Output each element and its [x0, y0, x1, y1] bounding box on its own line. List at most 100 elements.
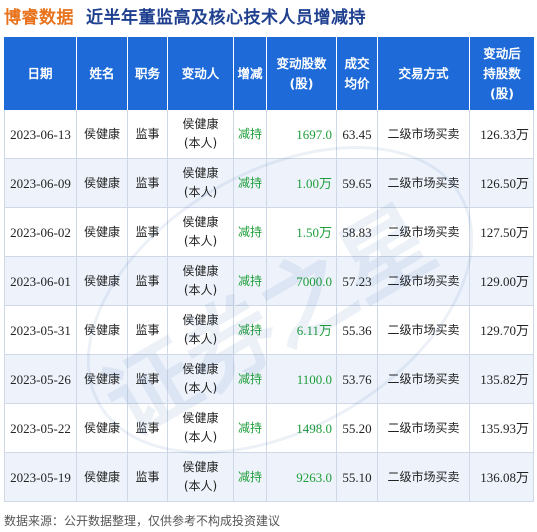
changer-line: (本人) [183, 479, 218, 493]
table-row: 2023-05-31 侯健康 监事 侯健康 (本人) 减持 6.11万 55.36 二级市场买卖… [4, 306, 534, 355]
holdings-change-table: 日期 姓名 职务 变动人 增减 变动股数 (股) 成交均价 交易方式 变动后持股数 (股) 2023… [4, 37, 534, 502]
cell-position: 监事 [128, 208, 168, 257]
cell-price: 63.45 [337, 110, 378, 159]
cell-position: 监事 [128, 306, 168, 355]
column-header-line: (股) [490, 85, 514, 101]
cell-after: 135.93万 [470, 404, 534, 453]
column-header-line: 成交 [344, 55, 370, 71]
cell-changer: 侯健康 (本人) [168, 355, 234, 404]
changer-line: (本人) [183, 283, 218, 297]
cell-shares: 9263.0 [267, 453, 337, 502]
table-row: 2023-05-26 侯健康 监事 侯健康 (本人) 减持 1100.0 53.76 二级市场买… [4, 355, 534, 404]
column-header-changer: 变动人 [168, 37, 234, 110]
column-header-line: 增减 [237, 65, 263, 81]
changer-line: 侯健康 [182, 117, 219, 131]
cell-position: 监事 [128, 404, 168, 453]
cell-name: 侯健康 [77, 306, 128, 355]
cell-shares: 1.00万 [267, 159, 337, 208]
cell-name: 侯健康 [77, 208, 128, 257]
column-header-line: 变动后 [483, 45, 521, 61]
cell-position: 监事 [128, 159, 168, 208]
changer-line: 侯健康 [182, 411, 219, 425]
cell-changer: 侯健康 (本人) [168, 159, 234, 208]
column-header-after: 变动后持股数 (股) [470, 37, 534, 110]
changer-line: (本人) [183, 332, 218, 346]
cell-after: 129.00万 [470, 257, 534, 306]
cell-name: 侯健康 [77, 355, 128, 404]
changer-line: 侯健康 [182, 362, 219, 376]
changer-line: (本人) [183, 136, 218, 150]
cell-changer: 侯健康 (本人) [168, 257, 234, 306]
cell-method: 二级市场买卖 [378, 404, 470, 453]
changer-line: (本人) [183, 430, 218, 444]
cell-date: 2023-05-19 [4, 453, 77, 502]
cell-name: 侯健康 [77, 453, 128, 502]
cell-direction: 减持 [234, 208, 267, 257]
cell-after: 129.70万 [470, 306, 534, 355]
cell-changer: 侯健康 (本人) [168, 306, 234, 355]
cell-shares: 1498.0 [267, 404, 337, 453]
cell-date: 2023-06-02 [4, 208, 77, 257]
cell-shares: 1100.0 [267, 355, 337, 404]
column-header-line: 均价 [344, 75, 370, 91]
brand-name: 博睿数据 [4, 7, 74, 28]
table-row: 2023-05-22 侯健康 监事 侯健康 (本人) 减持 1498.0 55.20 二级市场买… [4, 404, 534, 453]
cell-direction: 减持 [234, 355, 267, 404]
changer-line: (本人) [183, 234, 218, 248]
cell-after: 136.08万 [470, 453, 534, 502]
cell-direction: 减持 [234, 453, 267, 502]
cell-direction: 减持 [234, 159, 267, 208]
holdings-table-container: 日期 姓名 职务 变动人 增减 变动股数 (股) 成交均价 交易方式 变动后持股数 (股) 2023… [4, 37, 534, 503]
column-header-date: 日期 [4, 37, 77, 110]
cell-direction: 减持 [234, 257, 267, 306]
cell-date: 2023-05-22 [4, 404, 77, 453]
cell-direction: 减持 [234, 306, 267, 355]
column-header-line: 持股数 [483, 65, 521, 81]
cell-method: 二级市场买卖 [378, 355, 470, 404]
column-header-line: 日期 [27, 65, 53, 81]
table-row: 2023-06-13 侯健康 监事 侯健康 (本人) 减持 1697.0 63.45 二级市场买… [4, 110, 534, 159]
column-header-line: 职务 [134, 65, 160, 81]
column-header-line: (股) [289, 75, 314, 91]
cell-method: 二级市场买卖 [378, 453, 470, 502]
table-row: 2023-05-19 侯健康 监事 侯健康 (本人) 减持 9263.0 55.10 二级市场买… [4, 453, 534, 502]
table-row: 2023-06-09 侯健康 监事 侯健康 (本人) 减持 1.00万 59.65 二级市场买卖… [4, 159, 534, 208]
table-row: 2023-06-02 侯健康 监事 侯健康 (本人) 减持 1.50万 58.83 二级市场买卖… [4, 208, 534, 257]
cell-method: 二级市场买卖 [378, 208, 470, 257]
cell-name: 侯健康 [77, 404, 128, 453]
cell-method: 二级市场买卖 [378, 257, 470, 306]
changer-line: 侯健康 [182, 264, 219, 278]
changer-line: 侯健康 [182, 460, 219, 474]
cell-date: 2023-06-09 [4, 159, 77, 208]
table-header-row: 日期 姓名 职务 变动人 增减 变动股数 (股) 成交均价 交易方式 变动后持股数 (股) [4, 37, 534, 110]
page-title: 近半年董监高及核心技术人员增减持 [86, 7, 366, 28]
column-header-name: 姓名 [77, 37, 128, 110]
cell-name: 侯健康 [77, 110, 128, 159]
cell-shares: 6.11万 [267, 306, 337, 355]
column-header-line: 变动股数 [276, 55, 327, 71]
cell-method: 二级市场买卖 [378, 159, 470, 208]
cell-price: 55.36 [337, 306, 378, 355]
cell-price: 53.76 [337, 355, 378, 404]
column-header-price: 成交 均价 [337, 37, 378, 110]
cell-after: 126.50万 [470, 159, 534, 208]
cell-after: 135.82万 [470, 355, 534, 404]
cell-changer: 侯健康 (本人) [168, 208, 234, 257]
cell-price: 59.65 [337, 159, 378, 208]
cell-after: 127.50万 [470, 208, 534, 257]
column-header-line: 姓名 [89, 65, 115, 81]
column-header-line: 交易方式 [398, 65, 449, 81]
changer-line: 侯健康 [182, 215, 219, 229]
cell-name: 侯健康 [77, 257, 128, 306]
cell-price: 58.83 [337, 208, 378, 257]
cell-position: 监事 [128, 453, 168, 502]
cell-shares: 1697.0 [267, 110, 337, 159]
table-row: 2023-06-01 侯健康 监事 侯健康 (本人) 减持 7000.0 57.23 二级市场买… [4, 257, 534, 306]
column-header-position: 职务 [128, 37, 168, 110]
cell-shares: 1.50万 [267, 208, 337, 257]
changer-line: (本人) [183, 185, 218, 199]
cell-date: 2023-05-26 [4, 355, 77, 404]
column-header-method: 交易方式 [378, 37, 470, 110]
changer-line: 侯健康 [182, 313, 219, 327]
column-header-shares: 变动股数 (股) [267, 37, 337, 110]
